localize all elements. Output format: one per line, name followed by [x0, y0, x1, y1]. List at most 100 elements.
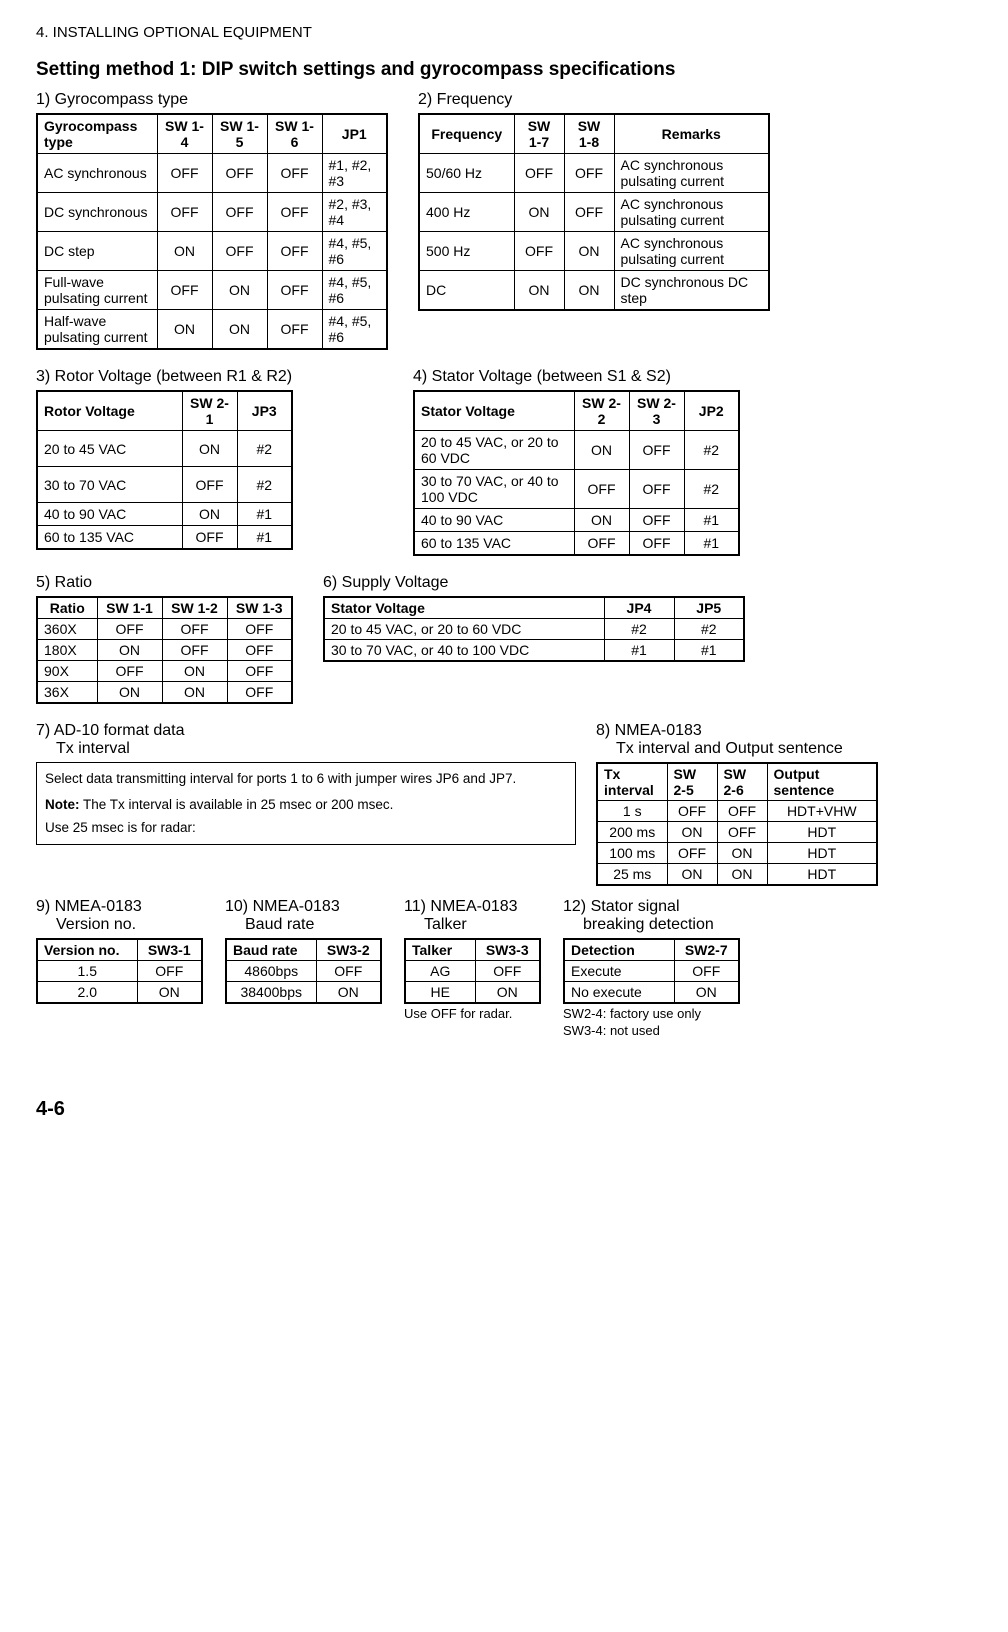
t8-r2c1: OFF [667, 843, 717, 864]
t3-h2: JP3 [237, 391, 292, 431]
t9-caption2: Version no. [56, 916, 203, 934]
t5-r0c1: OFF [97, 619, 162, 640]
t6-h0: Stator Voltage [324, 597, 604, 619]
t11-r1c0: HE [405, 982, 475, 1004]
t1-r0c1: OFF [157, 154, 212, 193]
t3-caption: 3) Rotor Voltage (between R1 & R2) [36, 368, 293, 386]
t3-r1c0: 30 to 70 VAC [37, 467, 182, 503]
t7-line3: Use 25 msec is for radar: [45, 818, 567, 838]
t12-table: DetectionSW2-7 ExecuteOFF No executeON [563, 938, 740, 1004]
t7-caption2: Tx interval [56, 740, 576, 758]
t12-r0c0: Execute [564, 961, 674, 982]
t2-r3c2: ON [564, 271, 614, 311]
t8-r1c3: HDT [767, 822, 877, 843]
t1-r1c0: DC synchronous [37, 193, 157, 232]
t4-r0c3: #2 [684, 431, 739, 470]
t5-h2: SW 1-2 [162, 597, 227, 619]
t3-r2c0: 40 to 90 VAC [37, 503, 182, 526]
t1-r0c0: AC synchronous [37, 154, 157, 193]
t1-r4c2: ON [212, 310, 267, 350]
t4-caption: 4) Stator Voltage (between S1 & S2) [413, 368, 740, 386]
t9-r1c1: ON [137, 982, 202, 1004]
t5-r2c3: OFF [227, 661, 292, 682]
t5-r2c2: ON [162, 661, 227, 682]
t7-note-box: Select data transmitting interval for po… [36, 762, 576, 845]
t1-h3: SW 1-6 [267, 114, 322, 154]
t8-caption2: Tx interval and Output sentence [616, 740, 878, 758]
t5-r0c3: OFF [227, 619, 292, 640]
t4-r0c1: ON [574, 431, 629, 470]
t11-table: TalkerSW3-3 AGOFF HEON [404, 938, 541, 1004]
t1-r0c2: OFF [212, 154, 267, 193]
t8-r3c3: HDT [767, 864, 877, 886]
t9-table: Version no.SW3-1 1.5OFF 2.0ON [36, 938, 203, 1004]
t10-caption2: Baud rate [245, 916, 382, 934]
t9-r0c0: 1.5 [37, 961, 137, 982]
t11-foot: Use OFF for radar. [404, 1006, 541, 1021]
t4-r0c2: OFF [629, 431, 684, 470]
t7-line1: Select data transmitting interval for po… [45, 769, 567, 789]
t12-foot1: SW2-4: factory use only [563, 1006, 740, 1021]
t1-r3c3: OFF [267, 271, 322, 310]
t2-r1c2: OFF [564, 193, 614, 232]
t1-h4: JP1 [322, 114, 387, 154]
t8-r0c2: OFF [717, 801, 767, 822]
t6-r1c0: 30 to 70 VAC, or 40 to 100 VDC [324, 640, 604, 662]
t12-caption2: breaking detection [583, 916, 740, 934]
t12-r1c0: No execute [564, 982, 674, 1004]
t5-h1: SW 1-1 [97, 597, 162, 619]
t11-caption: 11) NMEA-0183 [404, 898, 541, 916]
t4-r3c1: OFF [574, 532, 629, 556]
t2-r1c1: ON [514, 193, 564, 232]
t6-r0c1: #2 [604, 619, 674, 640]
t5-r3c1: ON [97, 682, 162, 704]
t9-r1c0: 2.0 [37, 982, 137, 1004]
t5-caption: 5) Ratio [36, 574, 293, 592]
t8-r2c3: HDT [767, 843, 877, 864]
t1-caption: 1) Gyrocompass type [36, 91, 388, 109]
t2-r3c3: DC synchronous DC step [614, 271, 769, 311]
t1-r1c4: #2, #3, #4 [322, 193, 387, 232]
t1-r2c1: ON [157, 232, 212, 271]
t4-r1c3: #2 [684, 470, 739, 509]
t5-r2c0: 90X [37, 661, 97, 682]
t4-r2c2: OFF [629, 509, 684, 532]
t3-h1: SW 2-1 [182, 391, 237, 431]
t4-h2: SW 2-3 [629, 391, 684, 431]
t8-h1: SW 2-5 [667, 763, 717, 801]
t8-h3: Output sentence [767, 763, 877, 801]
t12-foot2: SW3-4: not used [563, 1023, 740, 1038]
t8-r0c3: HDT+VHW [767, 801, 877, 822]
page-title: Setting method 1: DIP switch settings an… [36, 59, 972, 81]
t7-note-text: The Tx interval is available in 25 msec … [80, 797, 394, 812]
t4-r2c0: 40 to 90 VAC [414, 509, 574, 532]
t12-caption: 12) Stator signal [563, 898, 740, 916]
t12-r1c1: ON [674, 982, 739, 1004]
t3-table: Rotor Voltage SW 2-1 JP3 20 to 45 VACON#… [36, 390, 293, 550]
t5-h0: Ratio [37, 597, 97, 619]
t1-r4c1: ON [157, 310, 212, 350]
t8-r0c0: 1 s [597, 801, 667, 822]
t12-r0c1: OFF [674, 961, 739, 982]
t2-r3c0: DC [419, 271, 514, 311]
t1-r3c0: Full-wave pulsating current [37, 271, 157, 310]
t3-r0c2: #2 [237, 431, 292, 467]
t3-r2c2: #1 [237, 503, 292, 526]
t1-r3c4: #4, #5, #6 [322, 271, 387, 310]
t1-r0c4: #1, #2, #3 [322, 154, 387, 193]
t8-r3c0: 25 ms [597, 864, 667, 886]
t5-r3c3: OFF [227, 682, 292, 704]
t3-r3c1: OFF [182, 526, 237, 550]
t5-r0c2: OFF [162, 619, 227, 640]
t6-r1c1: #1 [604, 640, 674, 662]
t5-r1c3: OFF [227, 640, 292, 661]
t9-r0c1: OFF [137, 961, 202, 982]
t9-caption: 9) NMEA-0183 [36, 898, 203, 916]
t4-h3: JP2 [684, 391, 739, 431]
t10-r1c0: 38400bps [226, 982, 316, 1004]
t3-r0c0: 20 to 45 VAC [37, 431, 182, 467]
t8-r1c1: ON [667, 822, 717, 843]
t1-r2c3: OFF [267, 232, 322, 271]
t5-r1c1: ON [97, 640, 162, 661]
t2-caption: 2) Frequency [418, 91, 770, 109]
